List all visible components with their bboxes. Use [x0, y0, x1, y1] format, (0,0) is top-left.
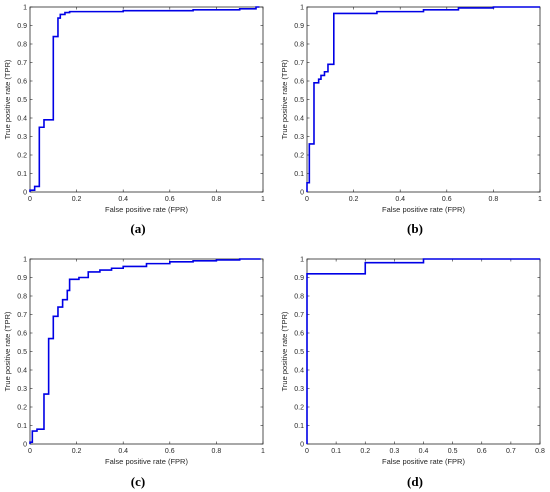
panel-caption: (d) — [407, 474, 423, 489]
panel-caption: (a) — [130, 221, 145, 236]
y-tick-label: 0.4 — [294, 368, 304, 375]
x-tick-label: 0.1 — [331, 448, 341, 455]
x-tick-label: 0.8 — [212, 448, 222, 455]
x-tick-label: 0.2 — [360, 448, 370, 455]
roc-curve-line — [306, 6, 540, 192]
x-tick-label: 0.8 — [535, 448, 545, 455]
panel-caption: (c) — [131, 474, 145, 489]
x-tick-label: 1 — [538, 196, 542, 203]
x-tick-label: 0.5 — [448, 448, 458, 455]
x-axis-label: False positive rate (FPR) — [382, 205, 465, 214]
x-tick-label: 0.8 — [212, 196, 222, 203]
y-tick-label: 0.1 — [294, 423, 304, 430]
y-tick-label: 0.7 — [294, 60, 304, 67]
x-tick-label: 0 — [305, 448, 309, 455]
x-tick-label: 0.2 — [349, 196, 359, 203]
x-tick-label: 0.4 — [118, 448, 128, 455]
y-tick-label: 1 — [23, 257, 27, 264]
y-tick-label: 0.2 — [294, 405, 304, 412]
y-tick-label: 0.1 — [17, 171, 27, 178]
y-tick-label: 1 — [300, 257, 304, 264]
y-tick-label: 1 — [23, 5, 27, 12]
x-tick-label: 0.2 — [72, 196, 82, 203]
panel-caption: (b) — [407, 221, 423, 236]
roc-panel-b: 0 0.2 0.4 0.6 0.8 1 0 0.1 0.2 0.3 0.4 0.5 0.6 0.7 0.8 0… — [280, 5, 542, 237]
y-tick-label: 0.5 — [294, 97, 304, 104]
x-tick-label: 1 — [261, 448, 265, 455]
x-tick-label: 0 — [28, 196, 32, 203]
y-tick-label: 1 — [300, 5, 304, 12]
x-axis-label: False positive rate (FPR) — [105, 205, 188, 214]
x-tick-label: 0.6 — [165, 448, 175, 455]
y-tick-label: 0.8 — [294, 42, 304, 49]
roc-panel-d: 0 0.1 0.2 0.3 0.4 0.5 0.6 0.7 0.8 0 0.1 0.2 0.3 0.4 0.… — [280, 257, 545, 490]
roc-panel-c: 0 0.2 0.4 0.6 0.8 1 0 0.1 0.2 0.3 0.4 0.5 0.6 0.7 0.8 0… — [3, 257, 265, 490]
y-tick-label: 0.9 — [294, 275, 304, 282]
roc-curve-line — [306, 258, 540, 444]
y-tick-label: 0.3 — [294, 134, 304, 141]
y-tick-label: 0.1 — [294, 171, 304, 178]
y-tick-label: 0.2 — [294, 153, 304, 160]
y-tick-label: 0 — [23, 442, 27, 449]
x-tick-label: 0.3 — [390, 448, 400, 455]
y-tick-label: 0.7 — [294, 312, 304, 319]
y-tick-label: 0.8 — [17, 294, 27, 301]
y-tick-label: 0.7 — [17, 60, 27, 67]
y-tick-label: 0.2 — [17, 405, 27, 412]
x-tick-label: 0.8 — [489, 196, 499, 203]
y-tick-label: 0.7 — [17, 312, 27, 319]
y-tick-label: 0.3 — [17, 386, 27, 393]
x-tick-label: 0.4 — [395, 196, 405, 203]
x-tick-label: 0.6 — [442, 196, 452, 203]
y-tick-label: 0.3 — [294, 386, 304, 393]
y-tick-label: 0 — [23, 190, 27, 197]
y-tick-label: 0 — [300, 190, 304, 197]
x-tick-label: 0.4 — [419, 448, 429, 455]
y-tick-label: 0.4 — [294, 116, 304, 123]
y-tick-label: 0.6 — [17, 79, 27, 86]
y-tick-label: 0.4 — [17, 368, 27, 375]
roc-curve-line — [29, 258, 261, 444]
y-tick-label: 0.2 — [17, 153, 27, 160]
y-tick-label: 0.5 — [294, 349, 304, 356]
x-tick-label: 0.4 — [118, 196, 128, 203]
y-tick-label: 0.8 — [294, 294, 304, 301]
y-tick-label: 0.6 — [294, 331, 304, 338]
y-tick-label: 0.4 — [17, 116, 27, 123]
x-axis-label: False positive rate (FPR) — [382, 457, 465, 466]
y-tick-label: 0.3 — [17, 134, 27, 141]
y-tick-label: 0.5 — [17, 97, 27, 104]
x-tick-label: 0 — [305, 196, 309, 203]
x-tick-label: 0.6 — [477, 448, 487, 455]
y-tick-label: 0 — [300, 442, 304, 449]
y-tick-label: 0.5 — [17, 349, 27, 356]
y-axis-label: True positive rate (TPR) — [3, 59, 12, 139]
y-axis-label: True positive rate (TPR) — [280, 59, 289, 139]
x-axis-label: False positive rate (FPR) — [105, 457, 188, 466]
roc-curve-line — [29, 6, 260, 192]
x-tick-label: 1 — [261, 196, 265, 203]
x-tick-label: 0 — [28, 448, 32, 455]
y-tick-label: 0.6 — [294, 79, 304, 86]
y-tick-label: 0.9 — [294, 23, 304, 30]
y-tick-label: 0.1 — [17, 423, 27, 430]
x-tick-label: 0.6 — [165, 196, 175, 203]
y-tick-label: 0.9 — [17, 275, 27, 282]
y-axis-label: True positive rate (TPR) — [280, 311, 289, 391]
x-tick-label: 0.2 — [72, 448, 82, 455]
x-tick-label: 0.7 — [506, 448, 516, 455]
y-tick-label: 0.8 — [17, 42, 27, 49]
y-tick-label: 0.6 — [17, 331, 27, 338]
y-axis-label: True positive rate (TPR) — [3, 311, 12, 391]
y-tick-label: 0.9 — [17, 23, 27, 30]
roc-panel-a: 0 0.2 0.4 0.6 0.8 1 0 0.1 0.2 0.3 0.4 0.5 0.6 0.7 0.8 0… — [3, 5, 265, 237]
